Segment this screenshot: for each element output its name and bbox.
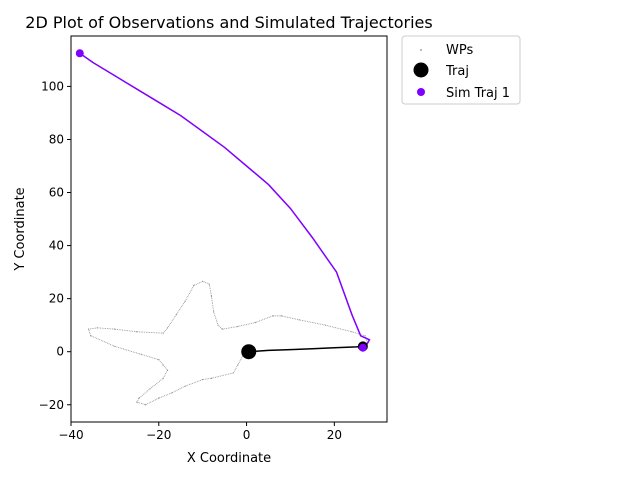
waypoint-marker bbox=[254, 321, 256, 324]
y-tick-label: 0 bbox=[56, 345, 64, 359]
legend-marker-sim-traj bbox=[417, 88, 425, 96]
traj-line bbox=[248, 345, 363, 353]
legend-frame bbox=[401, 35, 521, 105]
traj-start-marker bbox=[241, 344, 257, 360]
waypoint-marker bbox=[281, 315, 283, 317]
x-axis-label: X Coordinate bbox=[187, 451, 271, 466]
waypoint-marker bbox=[210, 377, 213, 379]
legend-label-wps: WPs bbox=[446, 43, 473, 58]
waypoint-marker bbox=[162, 332, 164, 334]
waypoint-marker bbox=[162, 377, 164, 379]
waypoint-marker bbox=[202, 378, 204, 381]
waypoint-marker bbox=[166, 327, 169, 329]
waypoint-marker bbox=[364, 335, 366, 337]
legend: WPs Traj Sim Traj 1 bbox=[401, 35, 521, 105]
y-axis-label: Y Coordinate bbox=[13, 187, 28, 271]
waypoint-marker bbox=[324, 324, 327, 326]
waypoint-marker bbox=[210, 295, 213, 297]
x-tick-label: −20 bbox=[146, 428, 171, 442]
waypoint-marker bbox=[140, 353, 142, 355]
legend-label-traj: Traj bbox=[445, 64, 469, 79]
waypoint-marker bbox=[351, 331, 353, 333]
waypoint-marker bbox=[138, 397, 140, 399]
waypoint-marker bbox=[217, 324, 219, 326]
legend-label-sim-traj: Sim Traj 1 bbox=[446, 86, 510, 101]
waypoint-marker bbox=[136, 401, 138, 403]
waypoint-marker bbox=[162, 364, 164, 366]
y-tick-label: 100 bbox=[41, 79, 64, 93]
x-tick-label: −40 bbox=[58, 428, 83, 442]
sim-traj-start-marker bbox=[358, 343, 367, 352]
waypoint-marker bbox=[184, 385, 186, 387]
y-tick-label: −20 bbox=[39, 398, 64, 412]
sim-traj-line bbox=[79, 52, 371, 349]
y-tick-label: 40 bbox=[49, 239, 64, 253]
waypoint-marker bbox=[158, 397, 160, 399]
waypoint-marker bbox=[272, 315, 274, 317]
y-tick-label: 60 bbox=[49, 186, 64, 200]
waypoint-marker bbox=[202, 280, 204, 282]
x-tick-label: 0 bbox=[243, 428, 251, 442]
waypoint-marker bbox=[171, 392, 173, 394]
waypoint-marker bbox=[213, 311, 215, 313]
waypoint-marker bbox=[298, 319, 300, 321]
waypoint-marker bbox=[145, 404, 147, 406]
waypoint-marker bbox=[149, 388, 151, 390]
x-tick-label: 20 bbox=[327, 428, 342, 442]
waypoint-marker bbox=[166, 369, 169, 371]
waypoint-marker bbox=[114, 328, 116, 330]
waypoint-marker bbox=[96, 327, 98, 329]
waypoint-marker bbox=[90, 335, 92, 337]
waypoint-marker bbox=[232, 372, 234, 374]
waypoint-marker bbox=[114, 345, 116, 347]
legend-marker-traj bbox=[413, 62, 429, 78]
plot-area: −40 −20 0 20 −20 0 20 40 60 80 100 bbox=[39, 35, 388, 442]
waypoint-marker bbox=[158, 359, 160, 361]
waypoint-marker bbox=[184, 300, 186, 302]
sim-traj-end-marker bbox=[75, 49, 84, 58]
waypoint-marker bbox=[221, 328, 224, 330]
series-layer bbox=[75, 49, 371, 406]
legend-marker-wps bbox=[420, 49, 422, 51]
waypoint-marker bbox=[136, 331, 138, 333]
waypoint-marker bbox=[193, 284, 195, 286]
waypoints-outline bbox=[87, 280, 368, 406]
waypoint-marker bbox=[237, 325, 239, 328]
y-tick-label: 80 bbox=[49, 132, 64, 146]
chart-title: 2D Plot of Observations and Simulated Tr… bbox=[25, 13, 432, 32]
waypoint-marker bbox=[87, 328, 90, 330]
waypoint-marker bbox=[175, 313, 177, 316]
axes-frame bbox=[70, 35, 388, 423]
waypoint-marker bbox=[237, 364, 239, 366]
x-axis-ticks: −40 −20 0 20 bbox=[58, 422, 342, 442]
y-axis-ticks: −20 0 20 40 60 80 100 bbox=[39, 79, 71, 412]
y-tick-label: 20 bbox=[49, 292, 64, 306]
waypoint-marker bbox=[208, 283, 210, 285]
